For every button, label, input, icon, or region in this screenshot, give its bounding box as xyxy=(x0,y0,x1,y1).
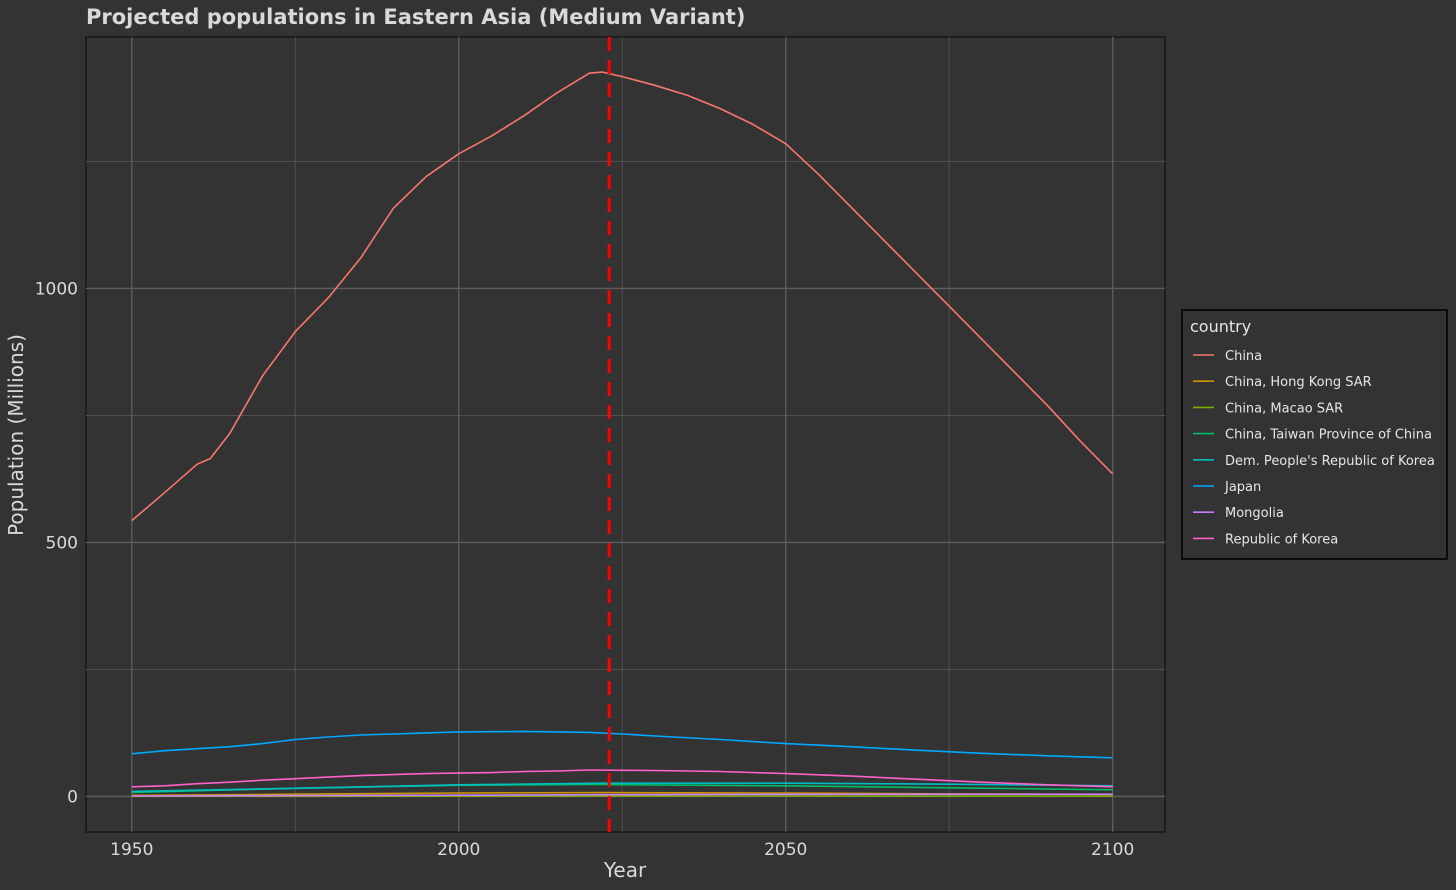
series-line-6 xyxy=(131,793,1113,797)
legend-label-4: Dem. People's Republic of Korea xyxy=(1225,454,1435,469)
series-line-4 xyxy=(131,782,1113,793)
series-line-7 xyxy=(131,769,1113,788)
plot-panel xyxy=(85,36,1166,833)
legend: country China China, Hong Kong SAR China, … xyxy=(1181,309,1448,560)
x-tick-label: 2100 xyxy=(1091,840,1134,860)
y-axis-ticks: 0 500 1000 xyxy=(35,279,78,807)
y-axis-label: Population (Millions) xyxy=(4,334,28,536)
legend-label-3: China, Taiwan Province of China xyxy=(1225,428,1432,443)
legend-items: China China, Hong Kong SAR China, Macao SA… xyxy=(1193,349,1435,547)
x-tick-label: 1950 xyxy=(110,840,153,860)
legend-box xyxy=(1181,309,1448,560)
legend-label-2: China, Macao SAR xyxy=(1225,401,1343,416)
y-tick-label: 500 xyxy=(46,533,78,553)
series-line-0 xyxy=(131,71,1114,522)
x-axis-ticks: 1950 2000 2050 2100 xyxy=(110,840,1134,860)
series-line-5 xyxy=(131,730,1113,759)
legend-label-7: Republic of Korea xyxy=(1225,532,1338,547)
legend-label-1: China, Hong Kong SAR xyxy=(1225,375,1372,390)
legend-label-6: Mongolia xyxy=(1225,506,1284,521)
series-lines xyxy=(131,71,1114,798)
chart-title: Projected populations in Eastern Asia (M… xyxy=(86,5,745,29)
x-tick-label: 2000 xyxy=(437,840,480,860)
y-tick-label: 0 xyxy=(67,787,78,807)
y-tick-label: 1000 xyxy=(35,279,78,299)
legend-title: country xyxy=(1190,317,1251,336)
legend-label-0: China xyxy=(1225,349,1262,364)
x-tick-label: 2050 xyxy=(764,840,807,860)
x-axis-label: Year xyxy=(603,858,647,882)
legend-label-5: Japan xyxy=(1224,480,1261,495)
